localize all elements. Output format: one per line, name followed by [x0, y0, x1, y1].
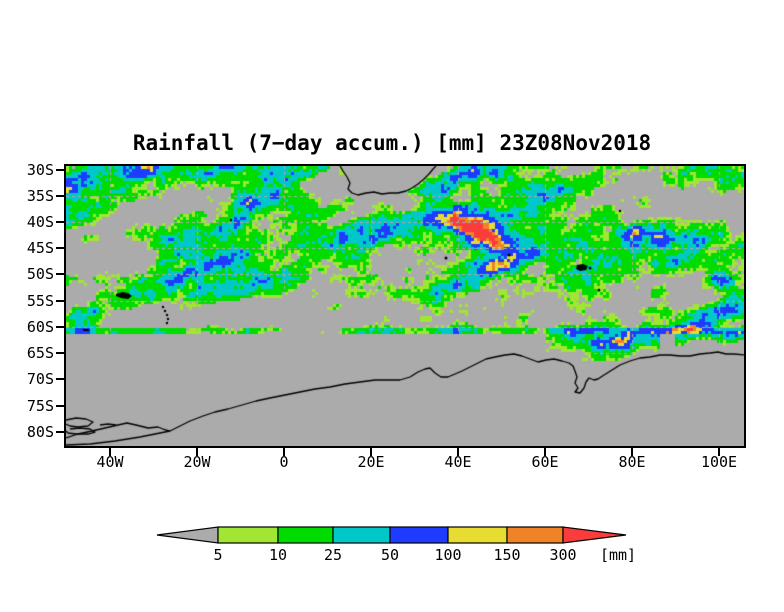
- colorbar-level-label: 150: [493, 546, 521, 564]
- colorbar-segment: [447, 526, 508, 544]
- colorbar-segment: [217, 526, 279, 544]
- lon-tick: [631, 448, 633, 456]
- lat-tick-label: 45S: [26, 239, 54, 257]
- chart-title: Rainfall (7−day accum.) [mm] 23Z08Nov201…: [132, 131, 652, 155]
- lat-tick-label: 55S: [26, 292, 54, 310]
- colorbar-segment: [277, 526, 334, 544]
- lat-tick-label: 50S: [26, 265, 54, 283]
- lon-tick-label: 40W: [96, 453, 124, 471]
- lat-tick: [56, 300, 64, 302]
- colorbar-level-label: 10: [268, 546, 288, 564]
- colorbar-segment: [389, 526, 449, 544]
- lat-tick-label: 35S: [26, 187, 54, 205]
- lat-tick: [56, 221, 64, 223]
- lon-tick: [718, 448, 720, 456]
- map-frame: [64, 164, 746, 448]
- colorbar-units-label: [mm]: [599, 546, 637, 564]
- lon-tick-label: 100E: [700, 453, 738, 471]
- colorbar-level-label: 300: [549, 546, 577, 564]
- rainfall-field-canvas: [66, 166, 744, 446]
- colorbar-overflow-arrow: [562, 526, 627, 544]
- lon-tick: [370, 448, 372, 456]
- lat-tick-label: 80S: [26, 423, 54, 441]
- colorbar-segment: [332, 526, 391, 544]
- lat-tick-label: 70S: [26, 370, 54, 388]
- lat-tick: [56, 326, 64, 328]
- lat-tick: [56, 378, 64, 380]
- lon-tick-label: 0: [279, 453, 289, 471]
- lon-tick: [544, 448, 546, 456]
- lat-tick: [56, 273, 64, 275]
- lon-tick-label: 20W: [183, 453, 211, 471]
- colorbar-underflow-arrow: [156, 526, 219, 544]
- lat-tick-label: 40S: [26, 213, 54, 231]
- lon-tick-label: 60E: [531, 453, 559, 471]
- lat-tick-label: 60S: [26, 318, 54, 336]
- colorbar-level-label: 50: [380, 546, 400, 564]
- colorbar-level-label: 25: [323, 546, 343, 564]
- lon-tick-label: 40E: [444, 453, 472, 471]
- lat-tick-label: 75S: [26, 397, 54, 415]
- lon-tick-label: 20E: [357, 453, 385, 471]
- lat-tick: [56, 352, 64, 354]
- lon-tick: [196, 448, 198, 456]
- lon-tick: [283, 448, 285, 456]
- lat-tick: [56, 169, 64, 171]
- colorbar-level-label: 100: [434, 546, 462, 564]
- lat-tick: [56, 405, 64, 407]
- lon-tick-label: 80E: [618, 453, 646, 471]
- lon-tick: [109, 448, 111, 456]
- lat-tick-label: 30S: [26, 161, 54, 179]
- lat-tick: [56, 247, 64, 249]
- lat-tick: [56, 431, 64, 433]
- lat-tick-label: 65S: [26, 344, 54, 362]
- colorbar-level-label: 5: [213, 546, 223, 564]
- lat-tick: [56, 195, 64, 197]
- colorbar-segment: [506, 526, 564, 544]
- lon-tick: [457, 448, 459, 456]
